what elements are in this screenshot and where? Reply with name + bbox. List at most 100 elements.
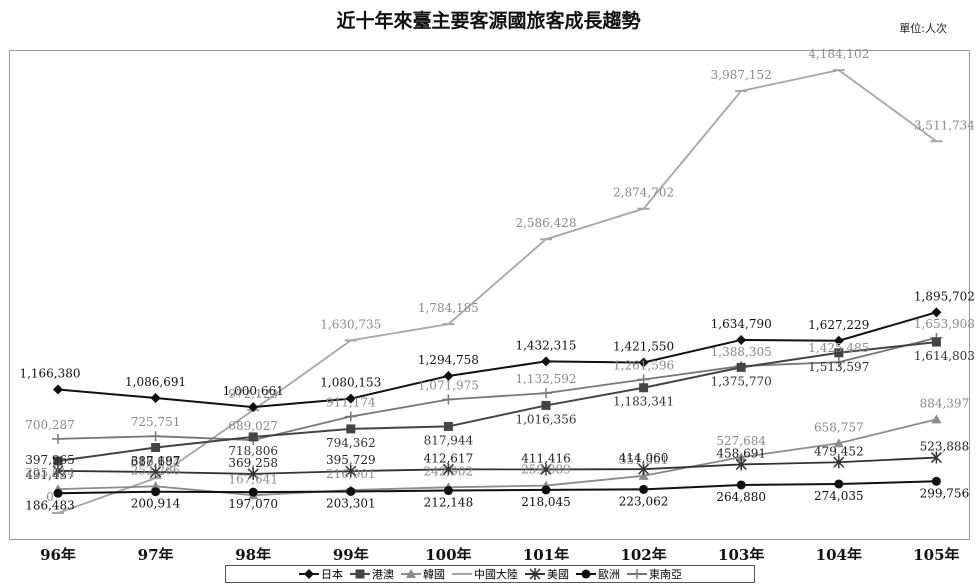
plot-area	[9, 50, 970, 540]
legend-item: 日本	[298, 566, 343, 582]
legend-item: 中國大陸	[451, 566, 518, 582]
series-line	[57, 480, 937, 495]
data-point	[346, 486, 356, 496]
data-point	[540, 388, 552, 399]
data-label: 1,261,596	[613, 358, 674, 372]
data-label: 1,653,908	[914, 317, 975, 331]
data-point	[833, 335, 844, 346]
data-label: 167,641	[228, 472, 278, 486]
data-label: 1,166,380	[19, 367, 80, 381]
legend-swatch	[299, 569, 319, 579]
legend-marker	[406, 569, 416, 578]
data-label: 689,027	[228, 419, 278, 433]
data-point	[541, 400, 551, 410]
legend-swatch	[452, 573, 472, 575]
data-label: 972,123	[228, 387, 278, 401]
data-point	[930, 451, 942, 464]
data-label: 3,511,734	[914, 118, 975, 132]
legend-item: 韓國	[400, 566, 445, 582]
data-label: 414,060	[619, 451, 669, 465]
data-label: 1,895,702	[914, 289, 975, 303]
data-label: 700,287	[25, 418, 75, 432]
data-label: 1,425,485	[808, 341, 869, 355]
data-point	[247, 467, 259, 480]
data-point	[736, 362, 746, 372]
data-label: 395,729	[326, 453, 376, 467]
data-label: 817,944	[424, 433, 474, 447]
data-label: 299,756	[920, 486, 970, 500]
data-point	[931, 414, 942, 424]
legend-marker	[631, 569, 643, 579]
data-label: 264,880	[716, 490, 766, 504]
legend-swatch	[350, 569, 370, 579]
series-line	[57, 69, 937, 514]
data-label: 225,814	[25, 466, 75, 480]
data-point	[443, 370, 454, 381]
data-point	[931, 307, 942, 318]
x-tick-label: 101年	[523, 546, 569, 560]
data-label: 1,016,356	[515, 412, 576, 426]
data-label: 2,874,702	[613, 186, 674, 200]
data-label: 884,397	[920, 396, 970, 410]
data-label: 197,070	[228, 497, 278, 511]
data-point	[53, 384, 63, 395]
data-point	[443, 421, 453, 431]
unit-label: 單位:人次	[899, 22, 947, 35]
data-label: 1,086,691	[125, 375, 186, 389]
data-label: 527,684	[716, 434, 766, 448]
data-label: 911,174	[326, 396, 376, 410]
legend-item: 東南亞	[626, 566, 682, 582]
data-label: 1,071,975	[418, 379, 479, 393]
data-label: 523,888	[920, 440, 970, 454]
legend-marker	[581, 569, 591, 579]
legend: 日本 港澳 韓國 中國大陸 美國 歐洲 東南亞	[225, 565, 755, 583]
data-label: 218,045	[521, 495, 571, 509]
legend-item: 歐洲	[575, 566, 620, 582]
data-label: 1,421,550	[613, 340, 674, 354]
legend-swatch	[627, 569, 647, 579]
data-point	[639, 383, 649, 393]
x-tick-label: 104年	[816, 546, 862, 560]
data-point	[833, 438, 844, 448]
data-point	[344, 411, 357, 422]
data-label: 216,901	[326, 467, 376, 481]
data-label: 1,294,758	[418, 353, 479, 367]
data-label: 458,691	[716, 446, 766, 460]
data-label: 1,375,770	[711, 374, 772, 388]
data-label: 411,416	[521, 451, 571, 465]
series-line	[57, 311, 937, 409]
data-label: 4,184,102	[808, 47, 869, 61]
data-label: 1,630,735	[320, 317, 381, 331]
data-point	[931, 337, 941, 347]
legend-label: 中國大陸	[474, 568, 518, 581]
legend-item: 美國	[524, 566, 569, 582]
data-point	[248, 432, 258, 442]
legend-marker	[529, 568, 541, 580]
legend-swatch	[401, 569, 421, 578]
data-label: 412,617	[424, 451, 474, 465]
data-label: 1,784,185	[418, 301, 479, 315]
legend-label: 東南亞	[649, 568, 682, 581]
series-中國大陸	[52, 69, 943, 514]
x-tick-label: 96年	[40, 546, 76, 560]
series-日本	[53, 307, 942, 413]
data-point	[638, 463, 650, 476]
data-label: 3,987,152	[711, 68, 772, 82]
x-tick-label: 100年	[425, 546, 471, 560]
data-point	[53, 456, 63, 466]
data-label: 2,586,428	[515, 216, 576, 230]
data-point	[53, 488, 63, 498]
data-label: 1,634,790	[711, 317, 772, 331]
data-point	[149, 431, 162, 442]
data-point	[248, 402, 259, 413]
legend-swatch	[576, 569, 596, 579]
data-point	[637, 374, 650, 385]
data-point	[346, 424, 356, 434]
data-point	[442, 394, 455, 405]
data-label: 1,614,803	[914, 349, 975, 363]
data-point	[443, 486, 453, 496]
legend-label: 韓國	[423, 568, 445, 581]
series-美國	[52, 451, 942, 480]
series-line	[57, 337, 937, 441]
data-label: 1,183,341	[613, 395, 674, 409]
